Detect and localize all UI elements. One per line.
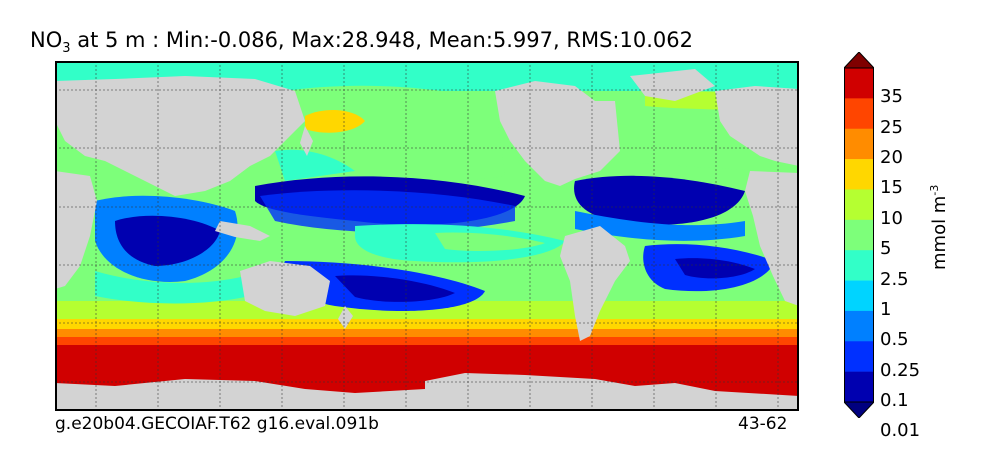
south-pacific-gyre-core <box>335 275 455 302</box>
colorbar-tick-label: 0.1 <box>880 390 909 411</box>
map-frame <box>55 61 799 411</box>
colorbar-bottom-arrow <box>842 401 876 419</box>
tropical-pacific-north-edge <box>260 190 515 233</box>
graticule <box>55 61 799 411</box>
colorbar-unit-label: mmol m-3 <box>928 184 950 270</box>
colorbar-segment <box>844 98 874 130</box>
colorbar-tick-label: 15 <box>880 177 903 199</box>
australia <box>240 261 330 316</box>
colorbar-segment <box>844 68 874 99</box>
north-pacific-coastal <box>275 149 355 181</box>
africa <box>745 171 799 306</box>
ocean-map <box>55 61 799 411</box>
colorbar-tick-label: 20 <box>880 147 903 169</box>
south-america <box>560 226 630 341</box>
north-america <box>495 81 620 186</box>
southern-ocean-band-low <box>55 301 799 321</box>
japan <box>300 126 313 156</box>
colorbar-segment <box>844 219 874 251</box>
colorbar-segment <box>844 128 874 160</box>
africa-west <box>55 171 97 289</box>
colorbar-segment <box>844 250 874 281</box>
indonesia <box>215 221 270 241</box>
indian-ocean-edge <box>95 271 250 304</box>
new-zealand <box>338 306 353 329</box>
north-atlantic-gyre-edge <box>575 211 745 241</box>
colorbar-segment <box>844 280 874 312</box>
southern-ocean-band-mid <box>55 329 799 339</box>
colorbar-tick-label: 0.25 <box>880 359 921 381</box>
north-pacific <box>285 85 505 182</box>
colorbar-tick-label: 5 <box>880 238 892 260</box>
map-title: NO3 at 5 m : Min:-0.086, Max:28.948, Mea… <box>30 28 693 57</box>
eurasia-east <box>55 76 305 196</box>
indian-ocean-core <box>115 215 220 266</box>
run-identifier: g.e20b04.GECOIAF.T62 g16.eval.091b <box>55 414 379 434</box>
colorbar-tick-label: 35 <box>880 86 903 108</box>
colorbar <box>842 51 876 419</box>
colorbar-segment <box>844 189 874 221</box>
southern-ocean-band <box>55 319 799 331</box>
antarctica-east <box>55 379 425 411</box>
colorbar-top-arrow <box>842 51 876 69</box>
colorbar-tick-label: 10 <box>880 207 903 229</box>
south-atlantic-gyre-core <box>675 258 755 279</box>
colorbar-tick-label: 2.5 <box>880 268 909 290</box>
greenland <box>630 69 715 101</box>
colorbar-tick-label: 0.01 <box>880 420 921 442</box>
equatorial-pacific-inner <box>435 232 545 251</box>
colorbar-segment <box>844 341 874 372</box>
colorbar-segment <box>844 310 874 342</box>
north-pacific-core <box>305 109 365 133</box>
colorbar-segment <box>844 159 874 190</box>
year-range: 43-62 <box>738 414 788 434</box>
north-atlantic-gyre <box>574 175 745 225</box>
antarctic-circumpolar <box>55 337 799 347</box>
antarctica-west <box>425 373 799 411</box>
colorbar-frame <box>844 67 874 403</box>
colorbar-tick-label: 1 <box>880 298 892 320</box>
colorbar-tick-label: 25 <box>880 116 903 138</box>
colorbar-segment <box>844 371 874 403</box>
colorbar-tick-label: 0.5 <box>880 329 909 351</box>
